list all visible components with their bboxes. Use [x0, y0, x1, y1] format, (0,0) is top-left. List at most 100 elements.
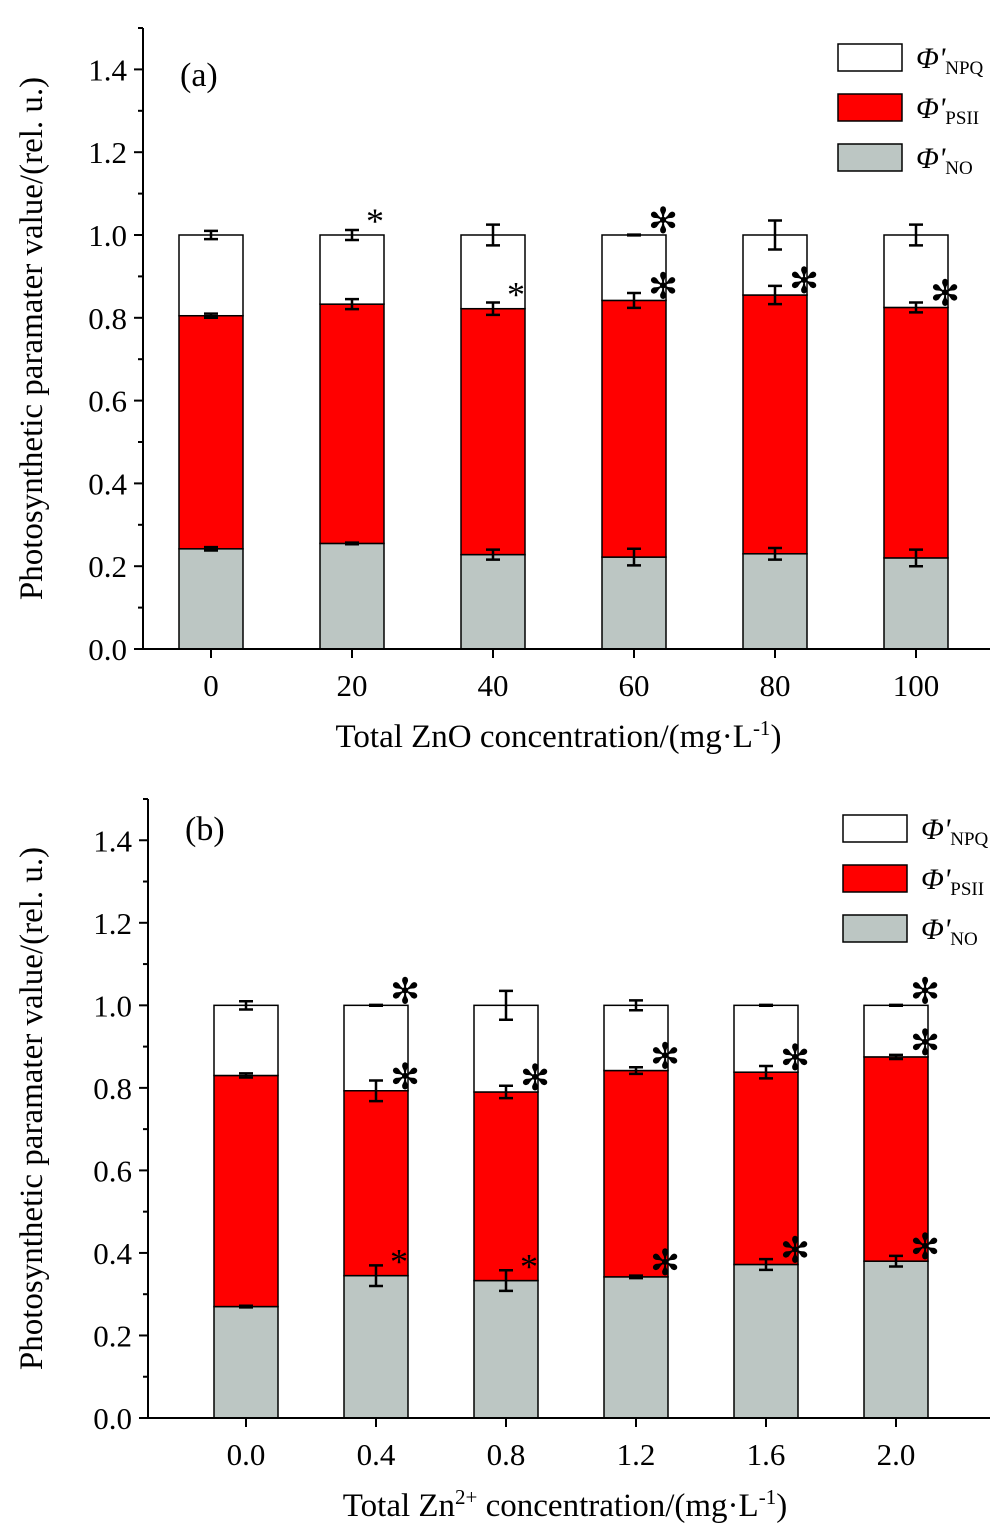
significance-star-no-3: ✻ — [650, 1243, 680, 1283]
y-tick-label: 1.4 — [88, 52, 127, 87]
bar-no-2 — [460, 553, 526, 650]
bar-npq-5 — [883, 234, 949, 309]
legend-swatch-npq — [837, 43, 903, 72]
bar-no-3 — [601, 556, 667, 650]
y-tick-label: 0.0 — [88, 632, 127, 667]
error-bar-no-4 — [768, 546, 782, 561]
bar-npq-2 — [460, 234, 526, 310]
error-bars: * * ✻ ✻ ✻ ✻ — [204, 201, 960, 568]
significance-star-no-1: * — [390, 1242, 408, 1282]
legend-label-psii: Φ'PSII — [916, 92, 979, 129]
legend: Φ'NPQ Φ'PSII Φ'NO — [842, 813, 989, 950]
error-bar-no-0 — [204, 545, 218, 552]
legend-swatch-npq — [842, 814, 908, 843]
significance-star-psii-2: ✻ — [520, 1058, 550, 1098]
x-tick-label: 0.4 — [357, 1437, 396, 1472]
significance-star-psii-1: ✻ — [390, 1057, 420, 1097]
error-bar-npq-2 — [499, 989, 513, 1022]
y-tick-label: 1.2 — [88, 135, 127, 170]
bar-psii-5 — [883, 306, 949, 559]
error-bar-no-2 — [499, 1269, 513, 1293]
error-bar-npq-2 — [486, 223, 500, 247]
error-bar-npq-5 — [909, 223, 923, 247]
panel-label: (a) — [180, 57, 218, 94]
y-tick-label: 0.4 — [88, 466, 127, 501]
error-bar-psii-0 — [204, 312, 218, 320]
error-bar-npq-1 — [369, 1003, 383, 1007]
error-bar-no-3 — [627, 547, 641, 567]
error-bar-psii-0 — [239, 1072, 253, 1079]
error-bar-no-1 — [345, 541, 359, 546]
error-bar-npq-1 — [345, 228, 359, 242]
y-tick-label: 0.0 — [93, 1401, 132, 1436]
error-bar-npq-0 — [204, 229, 218, 241]
bar-no-5 — [863, 1260, 929, 1419]
significance-star-no-4: ✻ — [780, 1230, 810, 1270]
bars — [178, 234, 949, 650]
bar-psii-4 — [742, 294, 808, 555]
legend-label-npq: Φ'NPQ — [916, 42, 984, 79]
x-tick-label: 40 — [478, 668, 509, 703]
bar-npq-3 — [601, 234, 667, 302]
significance-star-psii-3: ✻ — [648, 266, 678, 306]
legend-label-psii: Φ'PSII — [921, 863, 984, 900]
error-bar-npq-4 — [759, 1003, 773, 1007]
error-bar-no-3 — [629, 1274, 643, 1280]
y-tick-label: 1.0 — [93, 988, 132, 1023]
error-bar-psii-2 — [499, 1084, 513, 1100]
y-axis-title: Photosynthetic paramater value/(rel. u.) — [14, 77, 50, 600]
bar-no-4 — [733, 1263, 799, 1419]
legend-label-no: Φ'NO — [921, 913, 978, 950]
bar-psii-2 — [460, 307, 526, 556]
bar-no-0 — [178, 548, 244, 650]
error-bar-psii-5 — [889, 1053, 903, 1061]
legend-label-no: Φ'NO — [916, 142, 973, 179]
y-tick-label: 0.6 — [88, 384, 127, 419]
legend-swatch-no — [842, 914, 908, 943]
x-tick-label: 20 — [337, 668, 368, 703]
significance-star-psii-5: ✻ — [910, 1023, 940, 1063]
bar-npq-5 — [863, 1004, 929, 1058]
error-bar-npq-3 — [629, 999, 643, 1012]
error-bars: * ✻ ✻ * ✻ ✻ ✻ ✻ ✻ ✻ ✻ ✻ — [239, 971, 940, 1309]
bar-psii-3 — [603, 1069, 669, 1278]
x-tick-label: 0.0 — [227, 1437, 266, 1472]
bar-psii-3 — [601, 299, 667, 558]
bar-npq-3 — [603, 1004, 669, 1072]
bar-no-1 — [343, 1274, 409, 1419]
bar-npq-1 — [319, 234, 385, 305]
significance-star-npq-1: ✻ — [390, 971, 420, 1011]
bar-psii-0 — [178, 314, 244, 550]
bar-no-5 — [883, 557, 949, 650]
error-bar-no-1 — [369, 1264, 383, 1288]
error-bar-npq-3 — [627, 233, 641, 237]
significance-star-psii-3: ✻ — [650, 1037, 680, 1077]
bar-no-0 — [213, 1305, 279, 1419]
y-axis-title: Photosynthetic paramater value/(rel. u.) — [14, 847, 50, 1370]
error-bar-psii-3 — [629, 1065, 643, 1076]
x-tick-label: 100 — [893, 668, 940, 703]
bar-psii-2 — [473, 1091, 539, 1282]
y-tick-label: 1.4 — [93, 823, 132, 858]
x-axis-title: Total Zn2+ concentration/(mg·L-1) — [343, 1485, 787, 1524]
error-bar-no-4 — [759, 1257, 773, 1272]
significance-star-npq-3: ✻ — [648, 201, 678, 241]
error-bar-psii-2 — [486, 301, 500, 317]
y-tick-label: 1.2 — [93, 906, 132, 941]
y-tick-label: 0.8 — [88, 301, 127, 336]
error-bar-psii-5 — [909, 301, 923, 314]
x-tick-label: 1.6 — [747, 1437, 786, 1472]
bar-no-2 — [473, 1279, 539, 1419]
legend-swatch-no — [837, 143, 903, 172]
significance-star-no-5: ✻ — [910, 1227, 940, 1267]
bar-no-1 — [319, 542, 385, 650]
error-bar-psii-4 — [759, 1064, 773, 1080]
error-bar-psii-1 — [345, 297, 359, 311]
y-tick-label: 1.0 — [88, 218, 127, 253]
bar-psii-0 — [213, 1074, 279, 1308]
legend-swatch-psii — [842, 864, 908, 893]
bar-no-3 — [603, 1276, 669, 1419]
significance-star-psii-4: ✻ — [780, 1038, 810, 1078]
error-bar-no-2 — [486, 548, 500, 561]
